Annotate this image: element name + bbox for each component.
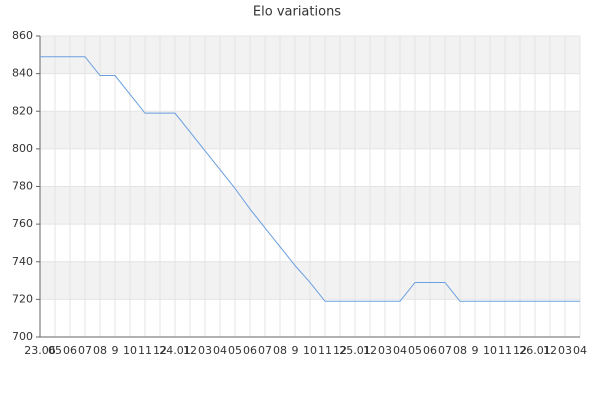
y-tick-label: 800 — [12, 142, 33, 155]
x-tick-label: 04 — [393, 344, 407, 357]
x-tick-label: 12 — [543, 344, 557, 357]
x-tick-label: 05 — [408, 344, 422, 357]
x-tick-label: 9 — [472, 344, 479, 357]
x-tick-label: 08 — [93, 344, 107, 357]
x-tick-label: 12 — [153, 344, 167, 357]
x-tick-label: 10 — [123, 344, 137, 357]
x-tick-label: 12 — [513, 344, 527, 357]
x-tick-label: 05 — [48, 344, 62, 357]
x-tick-label: 08 — [273, 344, 287, 357]
x-tick-label: 08 — [453, 344, 467, 357]
y-tick-label: 780 — [12, 180, 33, 193]
x-tick-label: 9 — [292, 344, 299, 357]
y-tick-label: 740 — [12, 255, 33, 268]
y-tick-label: 700 — [12, 330, 33, 343]
x-tick-label: 26.01 — [519, 344, 551, 357]
x-tick-label: 23.06 — [24, 344, 56, 357]
x-tick-label: 12 — [333, 344, 347, 357]
data-line — [40, 56, 580, 302]
x-tick-label: 11 — [318, 344, 332, 357]
x-tick-label: 10 — [483, 344, 497, 357]
x-tick-label: 11 — [138, 344, 152, 357]
x-tick-label: 05 — [228, 344, 242, 357]
x-tick-label: 12 — [363, 344, 377, 357]
y-tick-label: 860 — [12, 29, 33, 42]
x-tick-label: 04 — [213, 344, 227, 357]
x-tick-label: 06 — [243, 344, 257, 357]
x-tick-label: 06 — [423, 344, 437, 357]
x-tick-label: 04 — [573, 344, 587, 357]
x-tick-label: 12 — [183, 344, 197, 357]
x-tick-label: 03 — [558, 344, 572, 357]
y-tick-label: 820 — [12, 104, 33, 117]
x-tick-label: 24.01 — [159, 344, 191, 357]
x-tick-label: 10 — [303, 344, 317, 357]
x-tick-label: 06 — [63, 344, 77, 357]
chart-title: Elo variations — [253, 5, 341, 20]
x-tick-label: 11 — [498, 344, 512, 357]
x-tick-label: 07 — [258, 344, 272, 357]
x-tick-label: 03 — [378, 344, 392, 357]
y-tick-label: 760 — [12, 217, 33, 230]
x-tick-label: 07 — [78, 344, 92, 357]
x-tick-label: 25.01 — [339, 344, 371, 357]
x-tick-label: 03 — [198, 344, 212, 357]
x-tick-label: 9 — [112, 344, 119, 357]
x-tick-label: 07 — [438, 344, 452, 357]
y-tick-label: 840 — [12, 67, 33, 80]
y-tick-label: 720 — [12, 292, 33, 305]
